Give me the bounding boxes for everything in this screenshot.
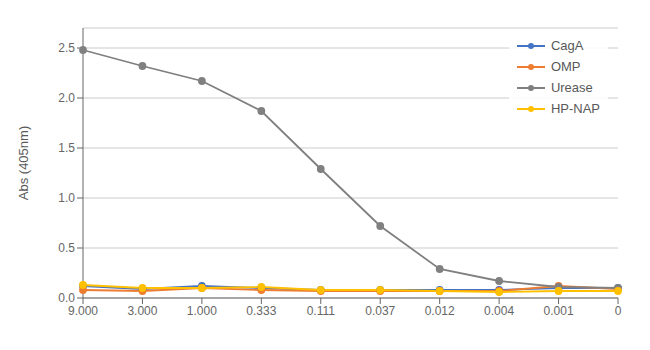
svg-text:9.000: 9.000 — [68, 304, 98, 318]
svg-text:2.0: 2.0 — [58, 91, 75, 105]
svg-text:1.0: 1.0 — [58, 191, 75, 205]
html-text:OMP: OMP — [550, 59, 581, 74]
html-text:CagA: CagA — [550, 38, 584, 53]
svg-text:0.037: 0.037 — [365, 304, 395, 318]
html-text:HP-NAP: HP-NAP — [550, 101, 600, 116]
svg-text:3.000: 3.000 — [127, 304, 157, 318]
svg-text:1.000: 1.000 — [187, 304, 217, 318]
svg-text:0.004: 0.004 — [484, 304, 514, 318]
svg-text:2.5: 2.5 — [58, 41, 75, 55]
svg-text:0.5: 0.5 — [58, 241, 75, 255]
svg-text:0.012: 0.012 — [425, 304, 455, 318]
svg-text:0.001: 0.001 — [544, 304, 574, 318]
svg-text:Abs (405nm): Abs (405nm) — [16, 126, 31, 200]
svg-text:0: 0 — [615, 304, 622, 318]
svg-text:1.5: 1.5 — [58, 141, 75, 155]
svg-text:0.111: 0.111 — [307, 304, 336, 318]
svg-text:0.0: 0.0 — [58, 291, 75, 305]
html-text:Urease: Urease — [550, 80, 593, 95]
svg-text:0.333: 0.333 — [246, 304, 276, 318]
